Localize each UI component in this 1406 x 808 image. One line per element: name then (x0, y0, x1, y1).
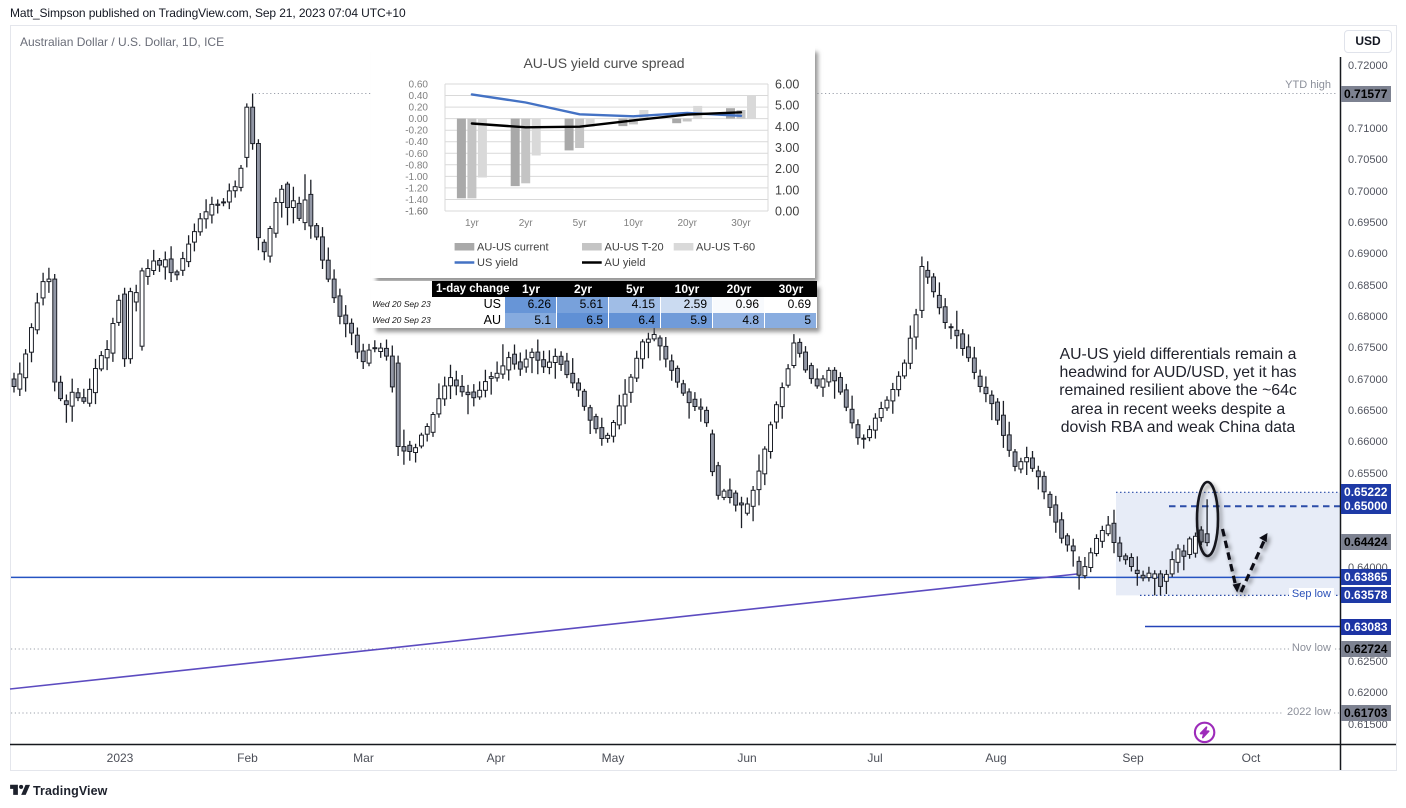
svg-text:AU-US current: AU-US current (477, 242, 549, 254)
svg-text:5yr: 5yr (573, 218, 588, 229)
svg-text:-0.20: -0.20 (405, 126, 428, 137)
svg-text:-0.80: -0.80 (405, 160, 428, 171)
svg-text:3.00: 3.00 (775, 141, 799, 155)
svg-text:4.00: 4.00 (775, 120, 799, 134)
svg-text:0.00: 0.00 (775, 205, 799, 219)
svg-text:AU-US T-60: AU-US T-60 (696, 242, 755, 254)
svg-text:US yield: US yield (477, 257, 518, 269)
svg-text:-1.60: -1.60 (405, 207, 428, 218)
svg-text:1.00: 1.00 (775, 183, 799, 197)
svg-text:2yr: 2yr (519, 218, 534, 229)
svg-text:-0.60: -0.60 (405, 149, 428, 160)
svg-text:30yr: 30yr (731, 218, 751, 229)
svg-text:0.60: 0.60 (409, 80, 429, 91)
svg-text:6.00: 6.00 (775, 78, 799, 92)
svg-text:5.00: 5.00 (775, 99, 799, 113)
svg-text:10yr: 10yr (624, 218, 644, 229)
svg-text:AU yield: AU yield (605, 257, 646, 269)
svg-text:2.00: 2.00 (775, 162, 799, 176)
svg-text:-0.40: -0.40 (405, 137, 428, 148)
svg-text:0.40: 0.40 (409, 91, 429, 102)
svg-text:-1.40: -1.40 (405, 195, 428, 206)
svg-text:0.20: 0.20 (409, 103, 429, 114)
svg-text:1yr: 1yr (465, 218, 480, 229)
svg-text:0.00: 0.00 (409, 114, 429, 125)
svg-text:-1.20: -1.20 (405, 183, 428, 194)
svg-text:-1.60: -1.60 (405, 207, 428, 218)
svg-text:-1.00: -1.00 (405, 172, 428, 183)
svg-text:AU-US T-20: AU-US T-20 (605, 242, 664, 254)
svg-text:20yr: 20yr (677, 218, 697, 229)
